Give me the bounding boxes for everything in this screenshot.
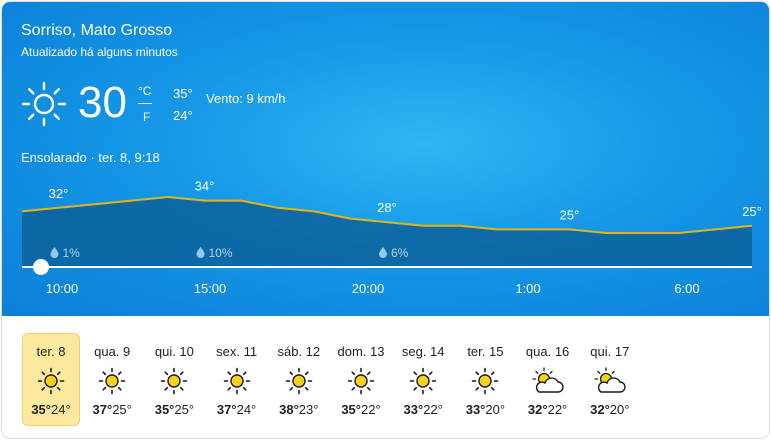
time-slider-handle[interactable] (33, 259, 49, 275)
day-high: 35° (31, 402, 51, 417)
day-name: ter. 15 (467, 344, 504, 359)
fahrenheit-toggle[interactable]: F (143, 110, 151, 124)
celsius-toggle[interactable]: °C (138, 84, 152, 98)
sun-icon (285, 367, 313, 395)
day-forecast-item[interactable]: ter. 15 33°20° (457, 334, 513, 425)
day-name: dom. 13 (337, 344, 385, 359)
condition-text: Ensolarado (21, 150, 87, 165)
sun-icon (98, 367, 126, 395)
day-high: 33° (403, 402, 424, 417)
day-temperatures: 33°20° (457, 402, 513, 417)
temperature-label: 28° (377, 200, 397, 215)
day-name: sáb. 12 (277, 344, 321, 359)
unit-divider (138, 103, 152, 104)
location-title: Sorriso, Mato Grosso (21, 22, 173, 39)
day-low: 22° (423, 402, 443, 417)
hour-tick-label: 10:00 (46, 281, 79, 296)
day-temperatures: 35°22° (333, 402, 389, 417)
day-temperatures: 32°20° (582, 402, 638, 417)
partly-cloudy-icon (531, 367, 564, 395)
temperature-area (22, 197, 752, 267)
day-low: 25° (112, 402, 132, 417)
hour-tick-label: 20:00 (352, 281, 385, 296)
raindrop-icon (196, 247, 205, 258)
day-temperatures: 33°22° (395, 402, 451, 417)
day-name: ter. 8 (36, 344, 66, 359)
day-forecast-item[interactable]: qui. 10 35°25° (146, 334, 202, 425)
day-low: 23° (298, 402, 319, 417)
day-low: 20° (609, 402, 630, 417)
day-low: 24° (51, 402, 71, 417)
temperature-label: 34° (195, 179, 215, 194)
hour-tick-label: 6:00 (674, 281, 699, 296)
day-temperatures: 35°25° (146, 402, 202, 417)
day-low: 25° (174, 402, 195, 417)
today-low: 24° (173, 108, 193, 123)
current-weather-panel: Sorriso, Mato Grosso Atualizado há algun… (2, 2, 769, 316)
sun-icon (37, 367, 65, 395)
sun-icon (409, 367, 437, 395)
day-high: 38° (279, 402, 299, 417)
day-forecast-item[interactable]: qua. 16 32°22° (520, 334, 576, 425)
day-forecast-item[interactable]: qui. 17 32°20° (582, 334, 638, 425)
day-name: qui. 10 (154, 344, 194, 359)
day-temperatures: 37°25° (84, 402, 140, 417)
precipitation-label: 10% (209, 246, 233, 260)
day-high: 32° (527, 402, 548, 417)
day-high: 37° (92, 402, 113, 417)
sun-icon (21, 81, 67, 127)
temperature-label: 25° (742, 204, 762, 219)
day-forecast-item[interactable]: seg. 14 33°22° (395, 334, 451, 425)
day-low: 20° (485, 402, 506, 417)
precipitation-label: 6% (391, 246, 409, 260)
updated-text: Atualizado há alguns minutos (21, 45, 178, 59)
day-forecast-item[interactable]: ter. 8 35°24° (22, 333, 80, 426)
day-temperatures: 37°24° (209, 402, 265, 417)
day-name: qui. 17 (590, 344, 630, 359)
sun-icon (160, 367, 188, 395)
daily-forecast-strip: ter. 8 35°24° qua. 9 37°25° qui. 10 35°25° sex… (2, 316, 769, 438)
temperature-label: 25° (560, 207, 580, 222)
condition-line: Ensolarado · ter. 8, 9:18 (21, 150, 160, 165)
precipitation-label: 1% (63, 246, 81, 260)
day-name: qua. 9 (94, 344, 131, 359)
raindrop-icon (379, 247, 387, 258)
day-low: 22° (547, 402, 568, 417)
day-high: 35° (341, 402, 361, 417)
sun-icon (347, 367, 375, 395)
day-temperatures: 38°23° (271, 402, 327, 417)
day-name: seg. 14 (401, 344, 445, 359)
day-high: 32° (590, 402, 610, 417)
day-low: 22° (361, 402, 381, 417)
hour-tick-label: 15:00 (194, 281, 227, 296)
day-high: 37° (216, 402, 237, 417)
hour-tick-label: 1:00 (515, 281, 540, 296)
day-high: 33° (465, 402, 486, 417)
date-time: ter. 8, 9:18 (98, 150, 160, 165)
temperature-label: 32° (49, 186, 69, 201)
current-temperature: 30 (78, 78, 127, 127)
day-forecast-item[interactable]: sáb. 12 38°23° (271, 334, 327, 425)
day-forecast-item[interactable]: dom. 13 35°22° (333, 334, 389, 425)
day-temperatures: 32°22° (520, 402, 576, 417)
day-temperatures: 35°24° (23, 402, 79, 417)
raindrop-icon (50, 247, 59, 258)
day-high: 35° (154, 402, 175, 417)
sun-icon (223, 367, 251, 395)
day-name: qua. 16 (525, 344, 570, 359)
day-forecast-item[interactable]: qua. 9 37°25° (84, 334, 140, 425)
day-name: sex. 11 (216, 344, 258, 359)
temperature-line (21, 195, 753, 234)
separator-dot: · (90, 150, 99, 165)
wind-speed: Vento: 9 km/h (206, 91, 286, 106)
sun-icon (471, 367, 499, 395)
day-forecast-item[interactable]: sex. 11 37°24° (209, 334, 265, 425)
partly-cloudy-icon (593, 367, 626, 395)
hourly-temperature-chart: 32° 34° 28° 25° 25° 1% 10% 6% 10:00 15:00 20:00 1:0… (21, 179, 762, 296)
today-high: 35° (173, 86, 193, 101)
day-low: 24° (236, 402, 257, 417)
